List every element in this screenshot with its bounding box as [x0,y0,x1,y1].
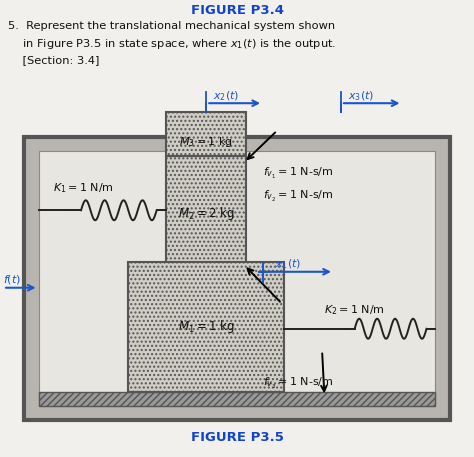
Text: $K_1 = 1$ N/m: $K_1 = 1$ N/m [53,181,114,195]
Text: $x_1(t)$: $x_1(t)$ [275,257,301,271]
Bar [166,155,246,272]
Text: FIGURE P3.5: FIGURE P3.5 [191,431,283,444]
Bar [38,151,436,406]
Text: $x_2(t)$: $x_2(t)$ [213,90,240,103]
Text: $f_{v_1} = 1$ N-s/m: $f_{v_1} = 1$ N-s/m [263,166,334,181]
Bar [38,392,436,406]
Text: $K_2 = 1$ N/m: $K_2 = 1$ N/m [324,303,385,317]
Text: $f_{v_3} = 1$ N-s/m: $f_{v_3} = 1$ N-s/m [263,376,334,391]
Text: FIGURE P3.4: FIGURE P3.4 [191,4,283,17]
Text: $M_2 = 2$ kg: $M_2 = 2$ kg [178,205,235,222]
Bar [24,138,450,420]
Text: $f_{v_2} = 1$ N-s/m: $f_{v_2} = 1$ N-s/m [263,189,334,204]
Text: $M_3 = 1$ kg: $M_3 = 1$ kg [180,135,233,149]
Bar [166,112,246,155]
Text: 5.  Represent the translational mechanical system shown
    in Figure P3.5 in st: 5. Represent the translational mechanica… [8,21,336,65]
Text: $M_1 = 1$ kg: $M_1 = 1$ kg [178,318,235,335]
Text: $x_3(t)$: $x_3(t)$ [348,90,374,103]
Text: $f(t)$: $f(t)$ [3,273,21,286]
Bar [128,262,284,392]
